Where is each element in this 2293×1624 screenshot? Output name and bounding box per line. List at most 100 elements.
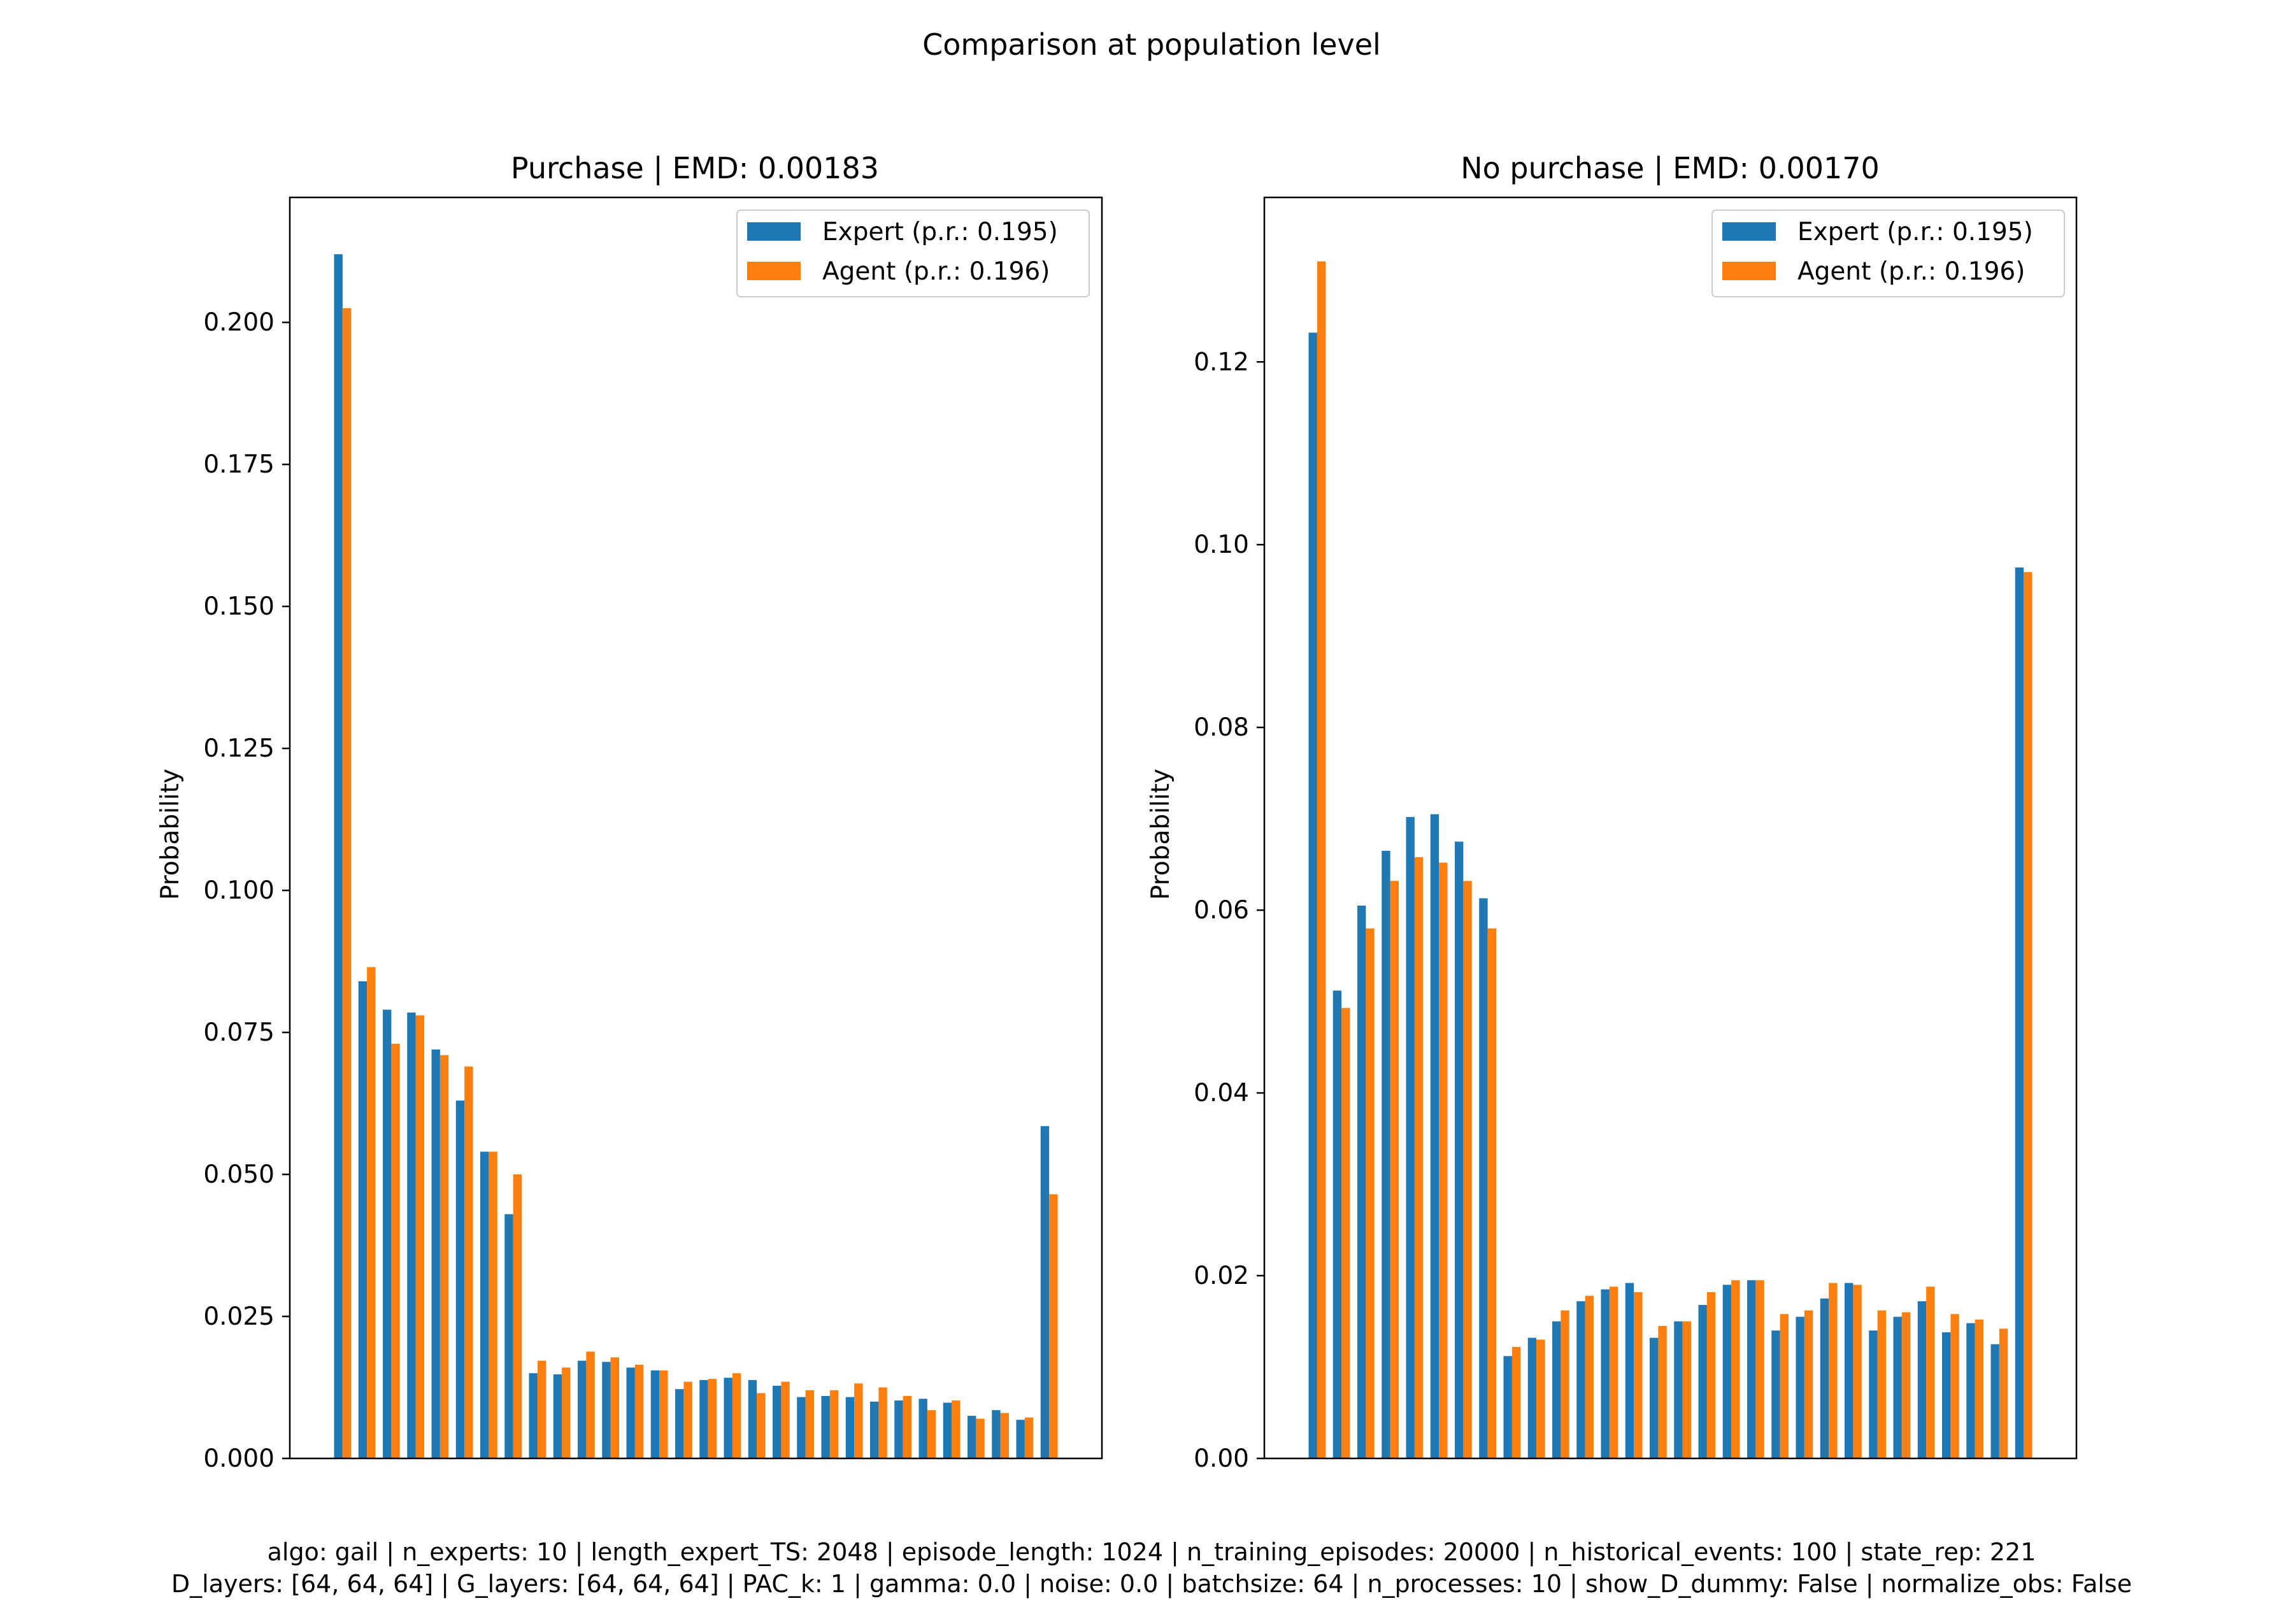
purchase-expert-bar-24 xyxy=(894,1400,903,1458)
purchase-agent-bar-25 xyxy=(927,1410,936,1458)
no-purchase-plot-frame xyxy=(1263,196,2078,1460)
config-caption-line-1: algo: gail | n_experts: 10 | length_expe… xyxy=(268,1538,2036,1567)
no-purchase-agent-bar-21 xyxy=(1804,1310,1813,1458)
no-purchase-agent-bar-7 xyxy=(1463,881,1472,1458)
purchase-y-tick-label: 0.075 xyxy=(203,1018,275,1047)
purchase-legend-box xyxy=(736,210,1090,297)
no-purchase-expert-bar-30 xyxy=(2015,567,2024,1458)
no-purchase-expert-bar-22 xyxy=(1820,1298,1829,1458)
no-purchase-agent-bar-10 xyxy=(1536,1339,1545,1458)
purchase-agent-bar-7 xyxy=(489,1151,497,1458)
purchase-legend-agent-label: Agent (p.r.: 0.196) xyxy=(822,257,1050,286)
no-purchase-expert-bar-23 xyxy=(1844,1283,1854,1458)
purchase-expert-bar-1 xyxy=(334,254,343,1459)
no-purchase-legend-expert-label: Expert (p.r.: 0.195) xyxy=(1797,218,2033,246)
no-purchase-agent-bar-3 xyxy=(1366,928,1375,1458)
no-purchase-agent-bar-15 xyxy=(1658,1325,1667,1458)
no-purchase-expert-bar-11 xyxy=(1552,1321,1561,1458)
purchase-expert-bar-14 xyxy=(650,1370,660,1458)
no-purchase-agent-bar-27 xyxy=(1950,1314,1959,1458)
no-purchase-legend-box xyxy=(1711,210,2065,297)
no-purchase-bars xyxy=(1308,261,2032,1459)
purchase-expert-bar-8 xyxy=(504,1214,513,1458)
purchase-expert-bar-9 xyxy=(529,1373,538,1458)
no-purchase-legend-expert-swatch xyxy=(1722,222,1776,241)
purchase-expert-bar-18 xyxy=(748,1379,757,1458)
no-purchase-agent-bar-24 xyxy=(1877,1310,1887,1458)
no-purchase-expert-bar-10 xyxy=(1527,1337,1537,1458)
purchase-expert-bar-16 xyxy=(699,1379,708,1458)
purchase-agent-bar-20 xyxy=(805,1390,815,1458)
purchase-agent-bar-27 xyxy=(976,1418,985,1458)
no-purchase-agent-bar-19 xyxy=(1755,1280,1764,1458)
no-purchase-expert-bar-25 xyxy=(1893,1316,1902,1458)
purchase-agent-bar-17 xyxy=(732,1373,741,1458)
no-purchase-expert-bar-29 xyxy=(1990,1344,1999,1458)
purchase-legend: Expert (p.r.: 0.195) Agent (p.r.: 0.196) xyxy=(736,210,1090,297)
no-purchase-expert-bar-28 xyxy=(1966,1323,1975,1458)
no-purchase-agent-bar-30 xyxy=(2024,572,2032,1458)
no-purchase-expert-bar-9 xyxy=(1503,1356,1512,1458)
no-purchase-agent-bar-4 xyxy=(1390,881,1399,1458)
no-purchase-agent-bar-11 xyxy=(1561,1310,1569,1458)
no-purchase-agent-bar-2 xyxy=(1341,1008,1350,1458)
no-purchase-expert-bar-2 xyxy=(1332,990,1342,1458)
no-purchase-expert-bar-6 xyxy=(1430,814,1439,1458)
purchase-expert-bar-27 xyxy=(967,1416,976,1458)
purchase-expert-bar-3 xyxy=(382,1009,392,1458)
purchase-expert-bar-5 xyxy=(431,1049,440,1458)
purchase-bars xyxy=(334,254,1058,1459)
no-purchase-agent-bar-14 xyxy=(1634,1292,1643,1458)
no-purchase-y-ticks: 0.00 0.02 0.04 0.06 0.08 0.10 0.12 xyxy=(1194,348,1264,1473)
no-purchase-chart-title: No purchase | EMD: 0.00170 xyxy=(1461,151,1880,186)
purchase-expert-bar-12 xyxy=(602,1362,611,1458)
no-purchase-agent-bar-23 xyxy=(1853,1285,1862,1458)
purchase-agent-bar-8 xyxy=(513,1174,522,1458)
no-purchase-legend-agent-swatch xyxy=(1722,262,1776,280)
no-purchase-y-tick-label: 0.10 xyxy=(1194,531,1249,559)
no-purchase-expert-bar-20 xyxy=(1771,1330,1780,1458)
purchase-expert-bar-17 xyxy=(724,1378,732,1458)
purchase-agent-bar-16 xyxy=(708,1379,717,1458)
purchase-expert-bar-21 xyxy=(821,1395,830,1458)
no-purchase-agent-bar-22 xyxy=(1829,1283,1838,1458)
no-purchase-agent-bar-12 xyxy=(1585,1295,1594,1458)
purchase-expert-bar-29 xyxy=(1016,1420,1025,1458)
purchase-expert-bar-25 xyxy=(918,1399,927,1458)
no-purchase-y-tick-label: 0.02 xyxy=(1194,1262,1249,1290)
no-purchase-expert-bar-18 xyxy=(1722,1285,1732,1458)
purchase-legend-expert-swatch xyxy=(747,222,801,241)
purchase-expert-bar-23 xyxy=(869,1401,879,1458)
purchase-expert-bar-30 xyxy=(1040,1126,1050,1458)
purchase-agent-bar-24 xyxy=(903,1395,912,1458)
no-purchase-y-tick-label: 0.04 xyxy=(1194,1079,1249,1108)
purchase-agent-bar-11 xyxy=(586,1351,595,1458)
no-purchase-y-axis-label: Probability xyxy=(1146,769,1175,900)
no-purchase-agent-bar-6 xyxy=(1439,862,1448,1458)
purchase-expert-bar-20 xyxy=(797,1397,806,1458)
no-purchase-expert-bar-24 xyxy=(1869,1330,1878,1458)
purchase-agent-bar-4 xyxy=(415,1015,425,1458)
no-purchase-agent-bar-16 xyxy=(1682,1321,1692,1458)
no-purchase-agent-bar-13 xyxy=(1609,1286,1618,1458)
purchase-expert-bar-7 xyxy=(480,1151,489,1458)
no-purchase-expert-bar-16 xyxy=(1674,1321,1683,1458)
purchase-y-tick-label: 0.025 xyxy=(203,1302,275,1331)
purchase-y-tick-label: 0.125 xyxy=(203,734,275,763)
purchase-y-tick-label: 0.000 xyxy=(203,1444,275,1473)
purchase-expert-bar-13 xyxy=(626,1367,635,1458)
purchase-expert-bar-19 xyxy=(772,1385,782,1458)
no-purchase-expert-bar-19 xyxy=(1747,1280,1756,1458)
no-purchase-expert-bar-14 xyxy=(1625,1283,1634,1458)
no-purchase-agent-bar-18 xyxy=(1731,1280,1740,1458)
purchase-expert-bar-22 xyxy=(845,1397,855,1458)
no-purchase-legend-agent-label: Agent (p.r.: 0.196) xyxy=(1797,257,2025,286)
purchase-y-tick-label: 0.150 xyxy=(203,592,275,621)
purchase-agent-bar-6 xyxy=(464,1066,473,1458)
purchase-y-tick-label: 0.050 xyxy=(203,1160,275,1189)
no-purchase-agent-bar-17 xyxy=(1706,1292,1716,1458)
purchase-agent-bar-3 xyxy=(391,1043,400,1458)
purchase-agent-bar-1 xyxy=(342,308,352,1458)
purchase-legend-expert-label: Expert (p.r.: 0.195) xyxy=(822,218,1058,246)
purchase-agent-bar-9 xyxy=(537,1360,546,1458)
